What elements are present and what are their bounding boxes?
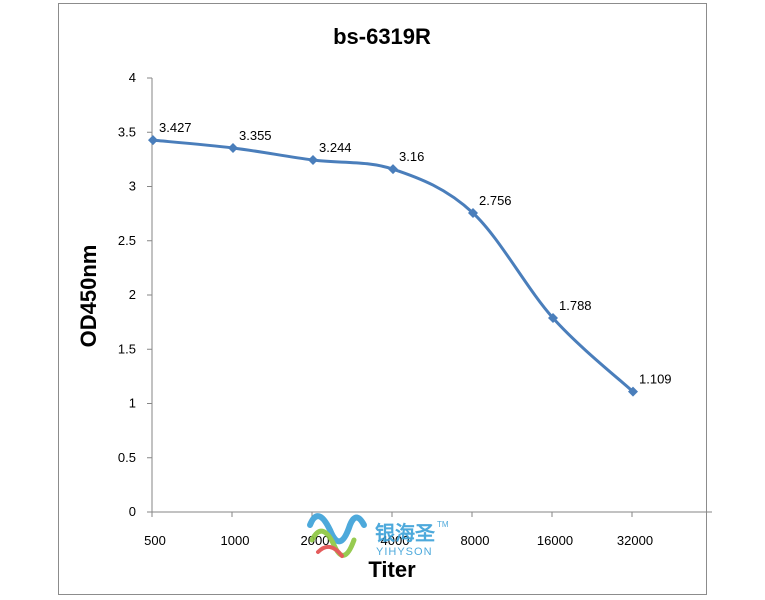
series-markers — [148, 135, 638, 397]
x-ticks: 500 1000 2000 4000 8000 16000 32000 — [144, 512, 653, 548]
y-tick-label: 4 — [129, 70, 136, 85]
chart-title: bs-6319R — [333, 24, 431, 49]
y-tick-label: 2.5 — [118, 233, 136, 248]
x-tick-label: 4000 — [381, 533, 410, 548]
watermark-logo: 银海圣 TM YIHYSON — [307, 513, 449, 558]
data-point-marker — [308, 155, 318, 166]
data-point-marker — [148, 135, 158, 146]
logo-name: 银海圣 — [375, 521, 436, 545]
y-tick-label: 3.5 — [118, 124, 136, 139]
data-label: 3.427 — [159, 120, 192, 135]
x-axis-title: Titer — [368, 557, 416, 582]
data-point-marker — [228, 142, 238, 153]
y-tick-label: 0 — [129, 504, 136, 519]
data-label: 1.109 — [639, 372, 672, 387]
x-tick-label: 1000 — [221, 533, 250, 548]
data-label: 3.355 — [239, 128, 272, 143]
y-tick-label: 0.5 — [118, 450, 136, 465]
data-point-marker — [468, 207, 478, 218]
series-line — [152, 138, 635, 393]
data-label: 3.16 — [399, 149, 424, 164]
data-point-marker — [388, 164, 398, 175]
y-tick-label: 2 — [129, 287, 136, 302]
x-tick-label: 2000 — [301, 533, 330, 548]
y-tick-label: 3 — [129, 179, 136, 194]
x-tick-label: 8000 — [461, 533, 490, 548]
data-point-marker — [628, 386, 638, 397]
x-tick-label: 16000 — [537, 533, 573, 548]
logo-mark-icon — [307, 513, 367, 558]
y-tick-label: 1.5 — [118, 341, 136, 356]
data-label: 1.788 — [559, 298, 592, 313]
x-tick-label: 32000 — [617, 533, 653, 548]
data-label: 2.756 — [479, 193, 512, 208]
logo-tm: TM — [437, 520, 449, 529]
chart-frame — [58, 3, 707, 595]
logo-sub: YIHYSON — [376, 546, 433, 558]
data-labels: 3.427 3.355 3.244 3.16 2.756 1.788 1.109 — [159, 120, 672, 387]
y-ticks: 0 0.5 1 1.5 2 2.5 3 3.5 4 — [118, 70, 152, 519]
data-label: 3.244 — [319, 140, 352, 155]
data-point-marker — [548, 313, 558, 324]
y-axis-title: OD450nm — [76, 245, 101, 348]
y-tick-label: 1 — [129, 396, 136, 411]
x-tick-label: 500 — [144, 533, 166, 548]
